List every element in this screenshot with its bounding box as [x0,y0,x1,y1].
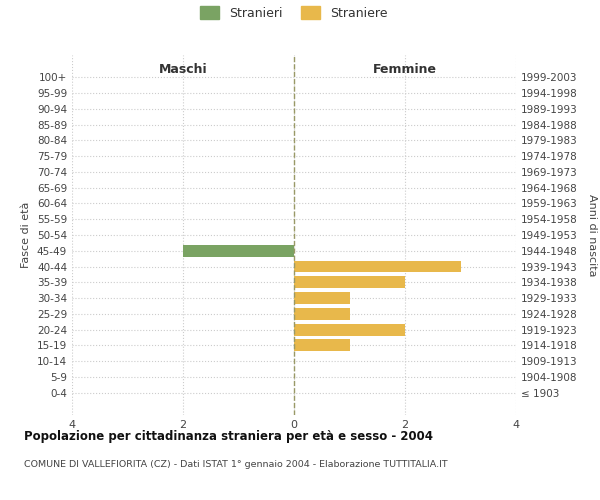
Bar [294,292,350,304]
Text: Popolazione per cittadinanza straniera per età e sesso - 2004: Popolazione per cittadinanza straniera p… [24,430,433,443]
Text: Femmine: Femmine [373,63,437,76]
Bar [294,340,350,351]
Bar [183,245,294,256]
Bar [294,308,350,320]
Y-axis label: Anni di nascita: Anni di nascita [587,194,597,276]
Bar [294,324,405,336]
Text: COMUNE DI VALLEFIORITA (CZ) - Dati ISTAT 1° gennaio 2004 - Elaborazione TUTTITAL: COMUNE DI VALLEFIORITA (CZ) - Dati ISTAT… [24,460,448,469]
Bar [294,260,461,272]
Text: Maschi: Maschi [158,63,208,76]
Y-axis label: Fasce di età: Fasce di età [22,202,31,268]
Legend: Stranieri, Straniere: Stranieri, Straniere [197,2,391,24]
Bar [294,276,405,288]
